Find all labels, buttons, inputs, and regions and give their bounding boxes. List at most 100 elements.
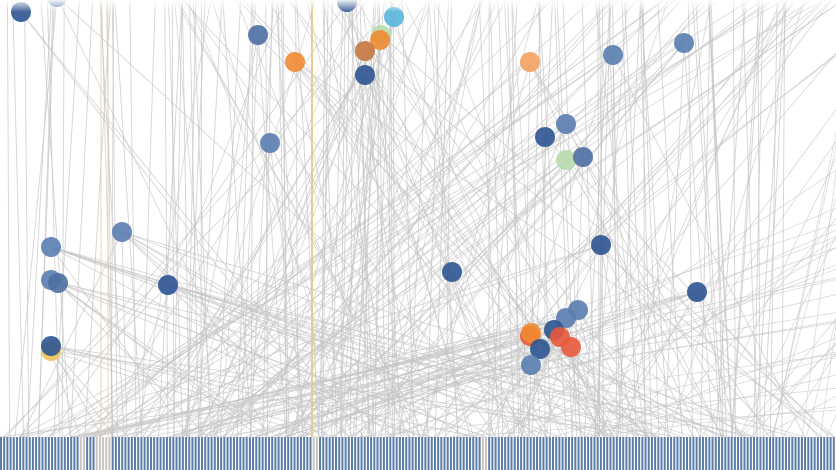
bar-segment[interactable] bbox=[536, 437, 539, 470]
bar-segment[interactable] bbox=[650, 437, 653, 470]
bar-segment[interactable] bbox=[440, 437, 443, 470]
bar-segment[interactable] bbox=[280, 437, 283, 470]
bar-segment[interactable] bbox=[252, 437, 255, 470]
bar-segment[interactable] bbox=[60, 437, 63, 470]
bar-segment[interactable] bbox=[778, 437, 781, 470]
bar-segment[interactable] bbox=[405, 437, 408, 470]
bar-segment[interactable] bbox=[204, 437, 207, 470]
bar-segment[interactable] bbox=[121, 437, 124, 470]
bar-segment[interactable] bbox=[733, 437, 736, 470]
bar-segment[interactable] bbox=[341, 437, 344, 470]
bar-segment[interactable] bbox=[510, 437, 513, 470]
node-n33[interactable] bbox=[521, 323, 541, 343]
bar-segment[interactable] bbox=[768, 437, 771, 470]
bar-segment[interactable] bbox=[705, 437, 708, 470]
bar-segment[interactable] bbox=[686, 437, 689, 470]
bar-segment[interactable] bbox=[513, 437, 516, 470]
bar-segment[interactable] bbox=[609, 437, 612, 470]
bar-segment[interactable] bbox=[31, 437, 34, 470]
bar-segment[interactable] bbox=[804, 437, 807, 470]
bar-segment[interactable] bbox=[226, 437, 229, 470]
bar-segment[interactable] bbox=[25, 437, 28, 470]
bar-segment[interactable] bbox=[619, 437, 622, 470]
node-n18[interactable] bbox=[573, 147, 593, 167]
bar-segment[interactable] bbox=[446, 437, 449, 470]
bar-segment[interactable] bbox=[347, 437, 350, 470]
bar-segment[interactable] bbox=[593, 437, 596, 470]
bar-segment[interactable] bbox=[532, 437, 535, 470]
bar-segment[interactable] bbox=[63, 437, 66, 470]
bar-segment[interactable] bbox=[382, 437, 385, 470]
bar-segment[interactable] bbox=[711, 437, 714, 470]
bar-segment[interactable] bbox=[319, 437, 322, 470]
bar-segment[interactable] bbox=[264, 437, 267, 470]
bar-segment[interactable] bbox=[220, 437, 223, 470]
bar-segment[interactable] bbox=[258, 437, 261, 470]
bar-segment[interactable] bbox=[670, 437, 673, 470]
bar-segment[interactable] bbox=[0, 437, 2, 470]
bar-segment[interactable] bbox=[102, 437, 105, 470]
bar-segment[interactable] bbox=[647, 437, 650, 470]
bar-segment[interactable] bbox=[242, 437, 245, 470]
bar-segment[interactable] bbox=[303, 437, 306, 470]
bar-segment[interactable] bbox=[98, 437, 101, 470]
bar-segment[interactable] bbox=[134, 437, 137, 470]
bar-segment[interactable] bbox=[638, 437, 641, 470]
bar-segment[interactable] bbox=[820, 437, 823, 470]
bar-segment[interactable] bbox=[737, 437, 740, 470]
bar-segment[interactable] bbox=[724, 437, 727, 470]
bar-segment[interactable] bbox=[274, 437, 277, 470]
node-n37[interactable] bbox=[521, 355, 541, 375]
bar-segment[interactable] bbox=[418, 437, 420, 470]
bar-segment[interactable] bbox=[181, 437, 184, 470]
node-n14[interactable] bbox=[260, 133, 280, 153]
bar-segment[interactable] bbox=[430, 437, 433, 470]
bar-segment[interactable] bbox=[245, 437, 248, 470]
bar-segment[interactable] bbox=[679, 437, 682, 470]
bar-segment[interactable] bbox=[449, 437, 452, 470]
bar-segment[interactable] bbox=[478, 437, 481, 470]
bar-segment[interactable] bbox=[673, 437, 676, 470]
bar-segment[interactable] bbox=[82, 437, 85, 470]
bar-segment[interactable] bbox=[386, 437, 389, 470]
bar-segment[interactable] bbox=[127, 437, 130, 470]
bar-segment[interactable] bbox=[574, 437, 577, 470]
bar-segment[interactable] bbox=[89, 437, 92, 470]
bar-segment[interactable] bbox=[162, 437, 165, 470]
bar-segment[interactable] bbox=[497, 437, 500, 470]
bar-segment[interactable] bbox=[622, 437, 625, 470]
bar-segment[interactable] bbox=[178, 437, 181, 470]
bar-segment[interactable] bbox=[172, 437, 175, 470]
bar-segment[interactable] bbox=[44, 437, 47, 470]
bar-segment[interactable] bbox=[239, 437, 242, 470]
bar-segment[interactable] bbox=[810, 437, 813, 470]
bar-segment[interactable] bbox=[462, 437, 465, 470]
bar-segment[interactable] bbox=[379, 437, 382, 470]
bar-segment[interactable] bbox=[210, 437, 213, 470]
bar-segment[interactable] bbox=[644, 437, 647, 470]
bar-segment[interactable] bbox=[248, 437, 251, 470]
bar-segment[interactable] bbox=[255, 437, 258, 470]
node-n21[interactable] bbox=[591, 235, 611, 255]
bar-segment[interactable] bbox=[491, 437, 494, 470]
bar-segment[interactable] bbox=[813, 437, 816, 470]
bar-segment[interactable] bbox=[816, 437, 819, 470]
bar-segment[interactable] bbox=[564, 437, 567, 470]
bar-segment[interactable] bbox=[791, 437, 794, 470]
bar-segment[interactable] bbox=[105, 437, 108, 470]
bar-segment[interactable] bbox=[194, 437, 197, 470]
bar-segment[interactable] bbox=[51, 437, 54, 470]
bar-segment[interactable] bbox=[153, 437, 156, 470]
bar-segment[interactable] bbox=[746, 437, 749, 470]
bar-segment[interactable] bbox=[666, 437, 669, 470]
bar-segment[interactable] bbox=[660, 437, 663, 470]
node-n23[interactable] bbox=[48, 273, 68, 293]
bar-segment[interactable] bbox=[188, 437, 191, 470]
node-n11[interactable] bbox=[520, 52, 540, 72]
bar-segment[interactable] bbox=[523, 437, 526, 470]
bar-segment[interactable] bbox=[70, 437, 73, 470]
bar-segment[interactable] bbox=[743, 437, 746, 470]
bar-segment[interactable] bbox=[35, 437, 38, 470]
bar-segment[interactable] bbox=[22, 437, 25, 470]
